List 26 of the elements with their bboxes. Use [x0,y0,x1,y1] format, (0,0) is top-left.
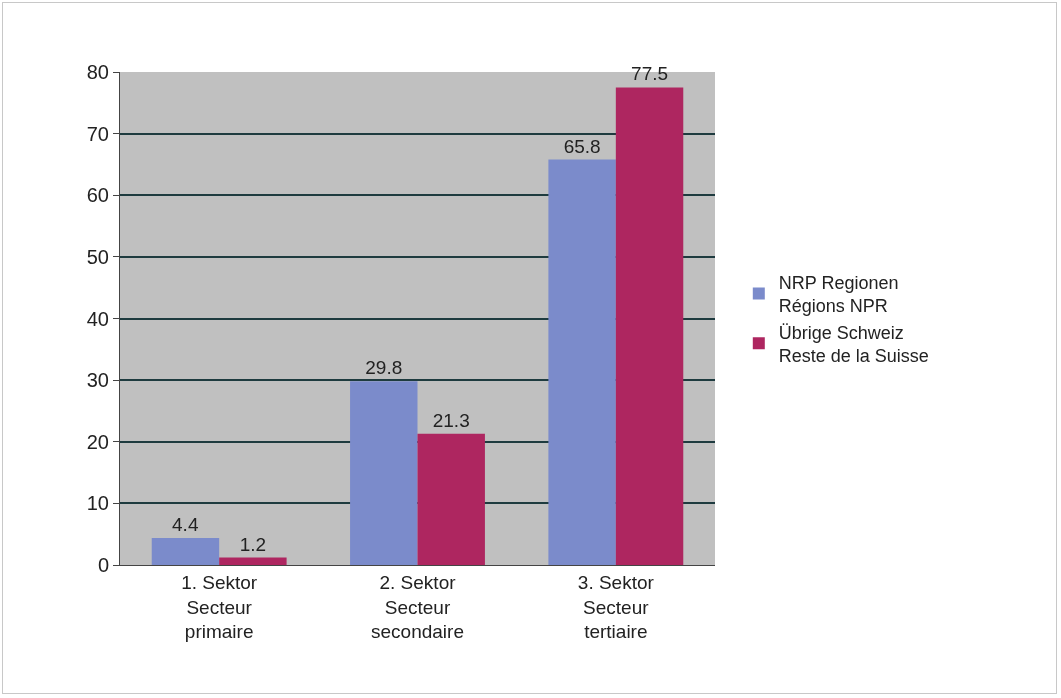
data-label: 29.8 [365,357,403,379]
bar [151,537,220,565]
bar [417,433,485,565]
y-tick-label: 70 [86,122,109,145]
data-label: 21.3 [432,409,470,431]
data-label: 1.2 [239,533,267,555]
y-tick-label: 30 [86,369,109,392]
bar [615,87,684,565]
x-tick-label: 3. Sektor Secteur tertiaire [577,571,655,643]
y-tick-label: 80 [86,61,109,83]
y-tick-label: 40 [86,307,109,330]
bar [548,159,616,565]
x-tick-label: 2. Sektor Secteur secondaire [371,571,464,643]
data-label: 65.8 [563,135,601,157]
legend-label: Übrige Schweiz Reste de la Suisse [778,322,929,366]
y-tick-label: 10 [86,492,109,515]
legend-label: NRP Regionen Régions NPR [778,272,899,317]
x-tick-label: 1. Sektor Secteur primaire [181,571,258,643]
y-tick-label: 60 [86,184,109,207]
y-tick-label: 0 [97,554,109,576]
bar [219,557,287,565]
y-tick-label: 50 [86,245,109,268]
bar [350,381,418,565]
y-tick-label: 20 [86,430,109,453]
data-label: 4.4 [172,513,199,535]
data-label: 77.5 [631,63,669,85]
